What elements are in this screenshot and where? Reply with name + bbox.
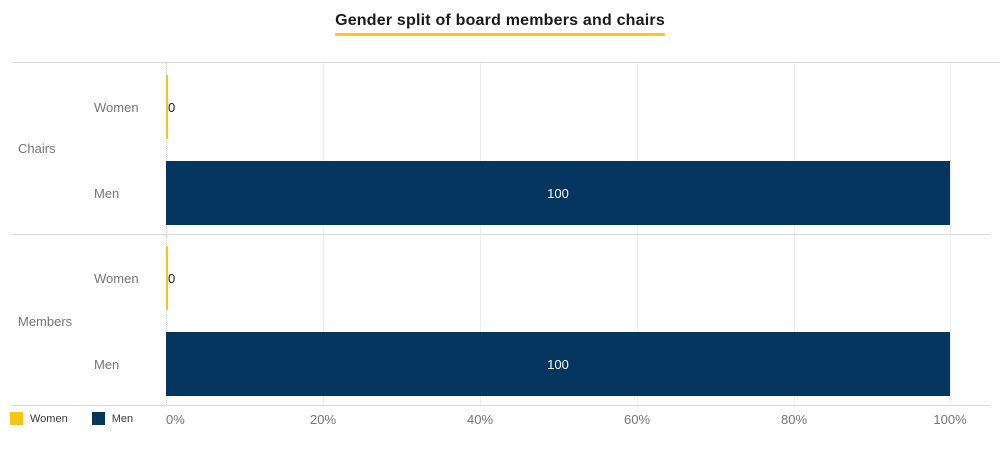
plot-top-border bbox=[12, 62, 1000, 63]
row-label-chairs-men: Men bbox=[94, 186, 120, 201]
chart-title: Gender split of board members and chairs bbox=[335, 12, 665, 29]
bar-members-women[interactable] bbox=[166, 246, 168, 310]
row-label-members-men: Men bbox=[94, 357, 120, 372]
row-label-members-women: Women bbox=[94, 271, 139, 286]
legend-item-women[interactable]: Women bbox=[10, 412, 68, 425]
bar-chairs-men[interactable] bbox=[166, 161, 950, 225]
gridline-20 bbox=[323, 63, 324, 405]
gridline-100 bbox=[950, 63, 951, 405]
gridline-60 bbox=[637, 63, 638, 405]
x-tick-20: 20% bbox=[309, 412, 337, 427]
value-label-members-women: 0 bbox=[168, 271, 176, 286]
gridline-80 bbox=[794, 63, 795, 405]
title-underline bbox=[335, 33, 665, 36]
legend-label-men: Men bbox=[111, 412, 134, 425]
group-separator-line bbox=[12, 234, 990, 235]
legend-label-women: Women bbox=[30, 412, 68, 425]
legend-item-men[interactable]: Men bbox=[91, 412, 134, 425]
chart-title-wrap: Gender split of board members and chairs bbox=[0, 12, 1000, 36]
value-label-chairs-women: 0 bbox=[168, 100, 176, 115]
chart-title-box: Gender split of board members and chairs bbox=[335, 12, 665, 36]
gridline-40 bbox=[480, 63, 481, 405]
legend-swatch-men bbox=[91, 412, 105, 425]
bar-members-men[interactable] bbox=[166, 332, 950, 396]
x-tick-40: 40% bbox=[466, 412, 494, 427]
value-label-chairs-men: 100 bbox=[547, 186, 569, 201]
x-tick-100: 100% bbox=[933, 412, 967, 427]
plot-bottom-border bbox=[12, 405, 990, 406]
bar-chairs-women[interactable] bbox=[166, 75, 168, 139]
gridline-0 bbox=[166, 63, 168, 405]
x-tick-0: 0% bbox=[166, 412, 185, 427]
group-label-members: Members bbox=[18, 314, 73, 329]
legend: Women Men bbox=[10, 412, 157, 425]
legend-swatch-women bbox=[10, 412, 23, 425]
row-label-chairs-women: Women bbox=[94, 100, 139, 115]
x-tick-80: 80% bbox=[780, 412, 808, 427]
x-tick-60: 60% bbox=[623, 412, 651, 427]
value-label-members-men: 100 bbox=[547, 357, 569, 372]
group-label-chairs: Chairs bbox=[18, 141, 56, 156]
